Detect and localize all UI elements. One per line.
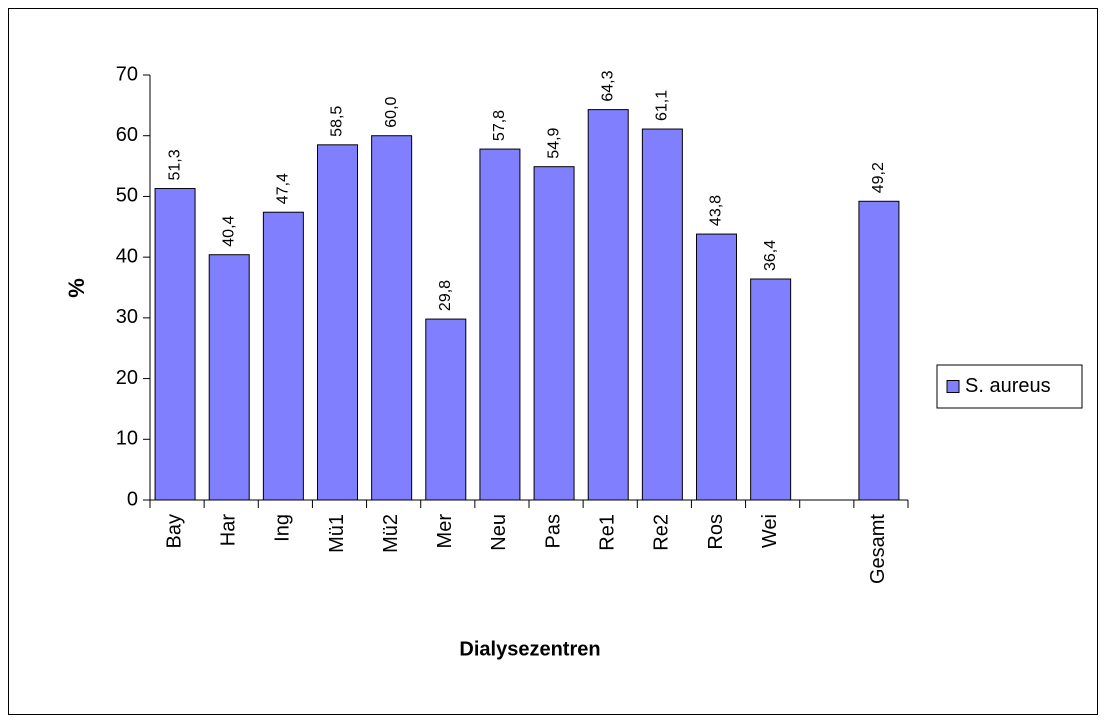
- bar: [208, 254, 250, 501]
- value-label: 40,4: [220, 215, 237, 246]
- x-tick-label: Har: [217, 514, 239, 547]
- value-label: 36,4: [762, 240, 779, 271]
- y-tick-label: 70: [116, 63, 138, 85]
- bar: [696, 233, 737, 501]
- value-label: 54,9: [545, 127, 562, 158]
- value-label: 58,5: [329, 106, 346, 137]
- value-label: 49,2: [870, 162, 887, 193]
- bar: [750, 278, 792, 501]
- value-label: 61,1: [654, 90, 671, 121]
- x-tick-label: Ros: [705, 514, 727, 550]
- x-tick-label: Mü2: [380, 514, 402, 553]
- x-tick-label: Re1: [596, 514, 618, 551]
- y-tick-label: 30: [116, 306, 138, 328]
- value-label: 60,0: [383, 96, 400, 127]
- bar: [154, 188, 196, 501]
- x-tick-label: Ing: [272, 514, 294, 542]
- y-tick-label: 0: [127, 488, 138, 510]
- legend-label: S. aureus: [965, 375, 1051, 397]
- y-tick-label: 60: [116, 124, 138, 146]
- value-label: 64,3: [599, 70, 616, 101]
- bar: [533, 166, 575, 501]
- value-label: 43,8: [708, 195, 725, 226]
- x-tick-label: Gesamt: [867, 514, 889, 584]
- y-tick-label: 50: [116, 185, 138, 207]
- bar: [262, 211, 304, 501]
- bar: [425, 318, 467, 501]
- bar: [317, 144, 358, 501]
- x-tick-label: Mü1: [326, 514, 348, 553]
- value-label: 29,8: [437, 280, 454, 311]
- legend-swatch: [946, 380, 960, 393]
- bar: [641, 128, 683, 501]
- bar: [858, 200, 900, 501]
- value-label: 47,4: [275, 173, 292, 204]
- legend-box: [936, 364, 1083, 409]
- x-tick-label: Neu: [488, 514, 510, 551]
- bar: [587, 109, 629, 501]
- value-label: 51,3: [166, 149, 183, 180]
- bar: [479, 148, 521, 501]
- x-tick-label: Pas: [542, 514, 564, 548]
- y-tick-label: 40: [116, 245, 138, 267]
- value-label: 57,8: [491, 110, 508, 141]
- x-tick-label: Mer: [434, 514, 456, 549]
- y-axis-title: %: [64, 278, 89, 298]
- y-tick-label: 20: [116, 367, 138, 389]
- x-tick-label: Re2: [651, 514, 673, 551]
- bar: [371, 135, 413, 501]
- x-tick-label: Bay: [163, 514, 185, 548]
- x-axis-title: Dialysezentren: [459, 638, 600, 660]
- x-tick-label: Wei: [759, 514, 781, 548]
- y-tick-label: 10: [116, 428, 138, 450]
